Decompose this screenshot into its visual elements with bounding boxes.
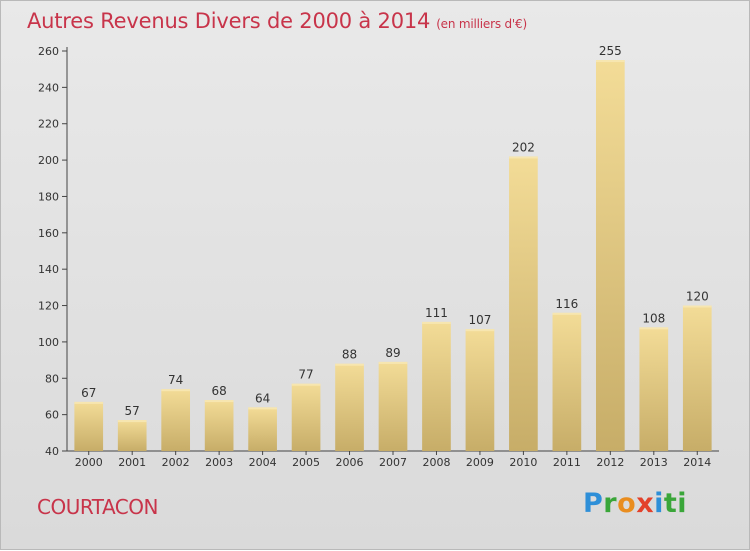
bar-value-label: 68 <box>211 384 226 398</box>
logo-letter: r <box>603 488 618 519</box>
x-tick-label: 2000 <box>75 456 103 469</box>
chart-subtitle: (en milliers d'€) <box>436 17 527 31</box>
bar <box>682 305 712 451</box>
x-tick-label: 2006 <box>336 456 364 469</box>
y-tick-label: 240 <box>38 81 59 94</box>
x-tick-label: 2009 <box>466 456 494 469</box>
bar-value-label: 64 <box>255 391 270 405</box>
bar <box>465 329 495 451</box>
bar <box>595 60 625 451</box>
y-tick-label: 80 <box>45 372 59 385</box>
y-tick-label: 40 <box>45 445 59 458</box>
bar-value-label: 111 <box>425 306 448 320</box>
y-tick-label: 120 <box>38 300 59 313</box>
bar <box>204 400 234 451</box>
bar <box>74 401 104 451</box>
x-tick-label: 2008 <box>422 456 450 469</box>
x-tick-label: 2003 <box>205 456 233 469</box>
bar-top-edge <box>595 60 625 63</box>
bar <box>291 383 321 451</box>
logo-letter: o <box>617 488 637 519</box>
bar-value-label: 202 <box>512 140 535 154</box>
bar-value-label: 77 <box>298 368 313 382</box>
y-tick-label: 100 <box>38 336 59 349</box>
x-tick-label: 2010 <box>509 456 537 469</box>
bar-value-label: 107 <box>468 313 491 327</box>
bar <box>422 321 451 451</box>
bar-value-label: 88 <box>342 348 357 362</box>
x-tick-label: 2007 <box>379 456 407 469</box>
bar <box>378 361 408 451</box>
x-tick-label: 2005 <box>292 456 320 469</box>
bar-value-label: 108 <box>642 311 665 325</box>
bar-value-label: 74 <box>168 373 183 387</box>
x-tick-label: 2004 <box>249 456 277 469</box>
bar <box>335 363 364 451</box>
bar-top-edge <box>74 401 104 404</box>
x-tick-label: 2001 <box>118 456 146 469</box>
y-tick-label: 140 <box>38 263 59 276</box>
x-tick-label: 2002 <box>162 456 190 469</box>
bar-top-edge <box>291 383 321 386</box>
x-tick-label: 2013 <box>640 456 668 469</box>
logo-letter: ti <box>663 488 688 519</box>
bar-top-edge <box>682 305 712 308</box>
x-tick-label: 2012 <box>596 456 624 469</box>
bar-top-edge <box>639 327 669 330</box>
bar-top-edge <box>248 407 277 410</box>
bar-top-edge <box>378 361 408 364</box>
bar-top-edge <box>465 329 495 332</box>
bar-value-label: 57 <box>125 404 140 418</box>
y-tick-label: 160 <box>38 227 59 240</box>
bar-top-edge <box>204 400 234 403</box>
bar-value-label: 67 <box>81 386 96 400</box>
bar <box>552 312 582 451</box>
bar-value-label: 255 <box>599 44 622 58</box>
bar-value-label: 89 <box>385 346 400 360</box>
bar-value-label: 116 <box>555 297 578 311</box>
logo-letter: i <box>654 488 664 519</box>
y-tick-label: 200 <box>38 154 59 167</box>
bar-top-edge <box>335 363 364 366</box>
y-tick-label: 60 <box>45 409 59 422</box>
chart-title: Autres Revenus Divers de 2000 à 2014 (en … <box>27 9 527 33</box>
bar <box>117 420 147 451</box>
x-tick-label: 2014 <box>683 456 711 469</box>
bar-top-edge <box>422 321 451 324</box>
y-tick-label: 220 <box>38 118 59 131</box>
logo-letter: P <box>583 488 604 519</box>
bar-value-label: 120 <box>686 290 709 304</box>
bar <box>509 156 538 452</box>
chart-title-text: Autres Revenus Divers de 2000 à 2014 <box>27 9 431 33</box>
proxiti-logo: Proxiti <box>583 488 687 519</box>
y-tick-label: 260 <box>38 45 59 58</box>
bar <box>639 327 669 451</box>
x-tick-label: 2011 <box>553 456 581 469</box>
bar-top-edge <box>117 420 147 423</box>
logo-letter: x <box>636 488 655 519</box>
bar <box>248 407 277 451</box>
place-name: COURTACON <box>37 495 158 519</box>
bar-top-edge <box>161 389 191 392</box>
bar-top-edge <box>552 312 582 315</box>
bar <box>161 389 191 451</box>
bar-top-edge <box>509 156 538 159</box>
y-tick-label: 180 <box>38 190 59 203</box>
